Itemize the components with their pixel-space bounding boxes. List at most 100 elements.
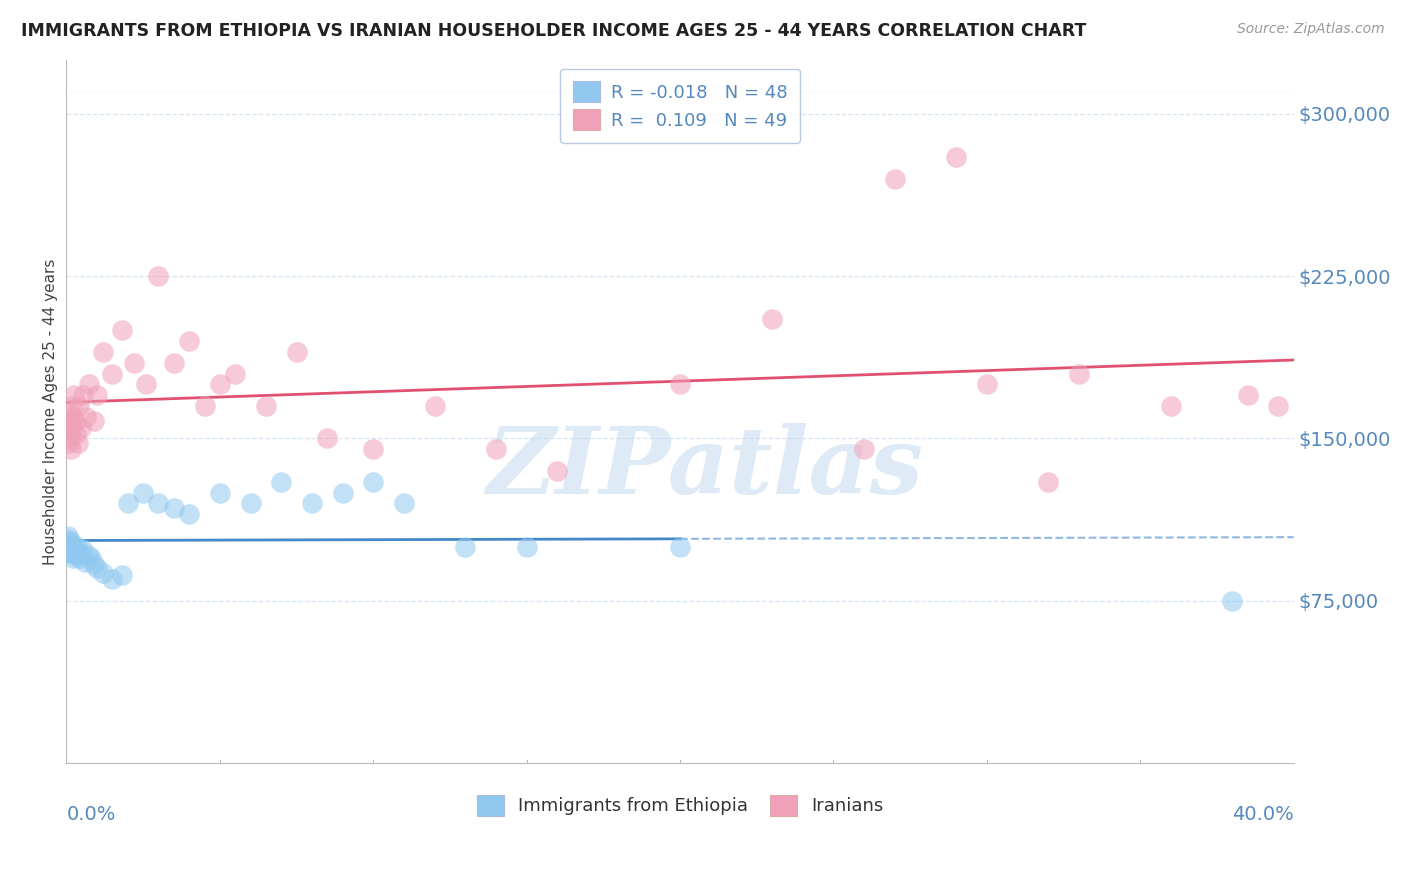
- Point: [1236, 388, 1258, 402]
- Text: ZIPatlas: ZIPatlas: [486, 423, 924, 513]
- Point: [883, 171, 905, 186]
- Point: [58, 544, 80, 558]
- Point: [56, 529, 79, 543]
- Point: [254, 399, 277, 413]
- Point: [72, 388, 94, 402]
- Point: [60, 541, 83, 556]
- Point: [62, 540, 84, 554]
- Point: [239, 496, 262, 510]
- Point: [69, 546, 91, 560]
- Point: [669, 377, 692, 392]
- Point: [60, 538, 83, 552]
- Legend: Immigrants from Ethiopia, Iranians: Immigrants from Ethiopia, Iranians: [468, 786, 893, 824]
- Point: [58, 533, 80, 548]
- Point: [63, 388, 86, 402]
- Point: [546, 464, 568, 478]
- Point: [1160, 399, 1182, 413]
- Point: [65, 549, 87, 563]
- Point: [58, 435, 80, 450]
- Point: [485, 442, 508, 457]
- Point: [135, 377, 157, 392]
- Point: [77, 549, 100, 563]
- Point: [1220, 594, 1243, 608]
- Point: [83, 414, 105, 428]
- Point: [669, 540, 692, 554]
- Point: [62, 409, 84, 424]
- Point: [101, 367, 124, 381]
- Text: IMMIGRANTS FROM ETHIOPIA VS IRANIAN HOUSEHOLDER INCOME AGES 25 - 44 YEARS CORREL: IMMIGRANTS FROM ETHIOPIA VS IRANIAN HOUS…: [21, 22, 1087, 40]
- Point: [83, 557, 105, 571]
- Point: [79, 377, 101, 392]
- Point: [59, 535, 82, 549]
- Point: [66, 540, 89, 554]
- Point: [80, 550, 103, 565]
- Point: [148, 496, 170, 510]
- Point: [423, 399, 446, 413]
- Point: [58, 414, 80, 428]
- Point: [179, 508, 201, 522]
- Point: [60, 544, 83, 558]
- Point: [761, 312, 783, 326]
- Point: [63, 414, 86, 428]
- Point: [224, 367, 246, 381]
- Point: [60, 442, 83, 457]
- Point: [67, 550, 90, 565]
- Point: [163, 500, 186, 515]
- Point: [59, 405, 82, 419]
- Y-axis label: Householder Income Ages 25 - 44 years: Householder Income Ages 25 - 44 years: [44, 259, 58, 565]
- Point: [163, 356, 186, 370]
- Point: [59, 546, 82, 560]
- Point: [332, 485, 354, 500]
- Point: [316, 432, 339, 446]
- Point: [60, 540, 83, 554]
- Point: [122, 356, 145, 370]
- Point: [60, 546, 83, 560]
- Point: [62, 550, 84, 565]
- Point: [853, 442, 876, 457]
- Point: [270, 475, 292, 489]
- Point: [63, 541, 86, 556]
- Text: 40.0%: 40.0%: [1232, 805, 1294, 824]
- Point: [91, 344, 114, 359]
- Point: [67, 435, 90, 450]
- Point: [179, 334, 201, 348]
- Point: [208, 485, 231, 500]
- Point: [59, 541, 82, 556]
- Point: [945, 150, 967, 164]
- Point: [111, 568, 134, 582]
- Point: [91, 566, 114, 580]
- Point: [65, 427, 87, 442]
- Point: [301, 496, 323, 510]
- Point: [59, 432, 82, 446]
- Text: 0.0%: 0.0%: [66, 805, 115, 824]
- Point: [111, 323, 134, 337]
- Point: [208, 377, 231, 392]
- Point: [285, 344, 308, 359]
- Point: [73, 555, 96, 569]
- Point: [361, 442, 384, 457]
- Point: [1038, 475, 1060, 489]
- Text: Source: ZipAtlas.com: Source: ZipAtlas.com: [1237, 22, 1385, 37]
- Point: [516, 540, 538, 554]
- Point: [58, 540, 80, 554]
- Point: [117, 496, 139, 510]
- Point: [70, 541, 93, 556]
- Point: [976, 377, 998, 392]
- Point: [1267, 399, 1289, 413]
- Point: [454, 540, 477, 554]
- Point: [59, 538, 82, 552]
- Point: [86, 388, 108, 402]
- Point: [132, 485, 155, 500]
- Point: [60, 399, 83, 413]
- Point: [67, 399, 90, 413]
- Point: [56, 420, 79, 434]
- Point: [361, 475, 384, 489]
- Point: [1067, 367, 1090, 381]
- Point: [75, 409, 97, 424]
- Point: [63, 546, 86, 560]
- Point: [60, 420, 83, 434]
- Point: [193, 399, 215, 413]
- Point: [70, 420, 93, 434]
- Point: [58, 540, 80, 554]
- Point: [86, 561, 108, 575]
